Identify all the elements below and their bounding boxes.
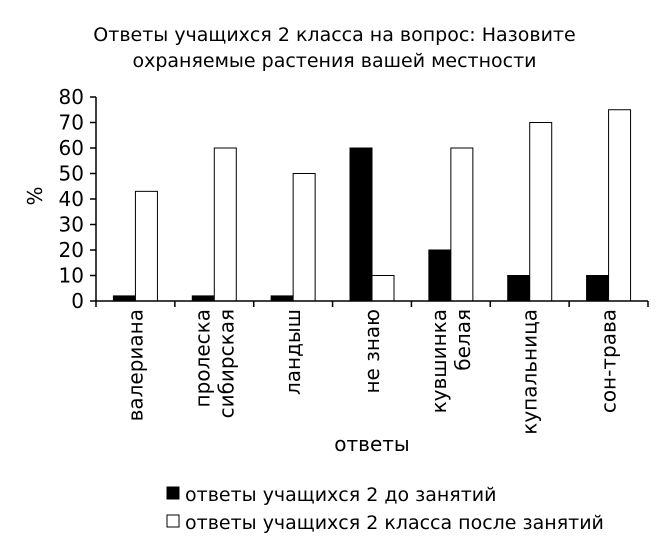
bar-after (134, 190, 158, 302)
x-axis-title: ответы (334, 432, 409, 456)
x-tick-label: ландыш (281, 309, 305, 395)
legend-entry: ответы учащихся 2 до занятий (185, 484, 497, 506)
bar-before (270, 295, 294, 302)
bar-after (213, 147, 237, 302)
x-tick-label: не знаю (360, 309, 384, 394)
chart-title-line-1: Ответы учащихся 2 класса на вопрос: Назо… (93, 24, 576, 46)
x-tick-label: купальница (518, 309, 542, 435)
chart-title-line-2: охраняемые растения вашей местности (132, 50, 537, 72)
y-tick-label: 80 (59, 85, 84, 109)
legend-swatch (166, 514, 180, 528)
bar-after (450, 147, 474, 302)
bar-after (608, 109, 632, 302)
bar-before (586, 275, 610, 302)
y-axis-title: % (23, 186, 47, 205)
x-tick-label: сибирская (214, 309, 238, 418)
y-tick-label: 60 (59, 136, 84, 160)
y-tick-label: 20 (59, 238, 84, 262)
legend-entry: ответы учащихся 2 класса после занятий (185, 512, 604, 534)
y-tick-label: 50 (59, 162, 84, 186)
x-tick-label: валериана (123, 309, 147, 421)
bar-before (507, 275, 531, 302)
x-tick-label: белая (451, 309, 475, 371)
bar-before (112, 295, 136, 302)
bar-after (371, 275, 395, 302)
y-tick-label: 10 (59, 264, 84, 288)
bar-after (529, 122, 553, 302)
y-tick-label: 70 (59, 111, 84, 135)
bar-before (349, 147, 373, 302)
bar-before (191, 295, 215, 302)
y-tick-label: 40 (59, 187, 84, 211)
x-tick-label: сон-трава (597, 309, 621, 413)
bar-after (292, 173, 316, 302)
y-tick-label: 0 (71, 289, 84, 313)
x-tick-label: кувшинка (427, 309, 451, 413)
bar-before (428, 249, 452, 302)
y-tick-label: 30 (59, 213, 84, 237)
legend-swatch (166, 486, 180, 500)
x-tick-label: пролеска (190, 309, 214, 407)
